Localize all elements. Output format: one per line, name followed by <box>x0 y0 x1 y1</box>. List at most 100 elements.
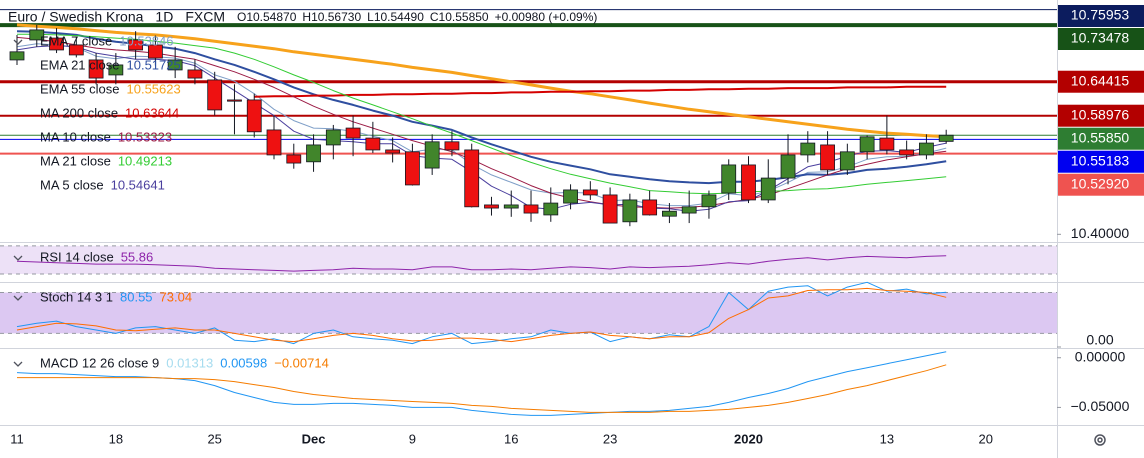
legend-value: 10.53846 <box>119 33 173 48</box>
candle-body <box>879 137 895 151</box>
candle-body <box>523 204 539 214</box>
legend-name: EMA 55 close <box>40 81 120 96</box>
legend-name: RSI 14 close <box>40 249 114 264</box>
legend-value: 10.49213 <box>118 153 172 168</box>
candle-body <box>286 154 302 164</box>
band-fill <box>0 292 1057 334</box>
legend-value: 55.86 <box>121 249 154 264</box>
indicator-line <box>16 281 947 345</box>
y-axis: 10.75953 10.73478 10.64415 10.58976 10.55850… <box>1057 5 1144 414</box>
price-label: 10.52920 <box>1071 175 1130 191</box>
candle-body <box>642 199 658 216</box>
candle-body <box>938 134 954 142</box>
price-label: 10.73478 <box>1071 30 1130 46</box>
y-tick-label: 0.00000 <box>1075 348 1126 364</box>
candle-body <box>503 204 519 209</box>
y-tick-label: 10.40000 <box>1071 225 1130 241</box>
candle-body <box>207 79 223 111</box>
legend-value: 10.51725 <box>127 57 181 72</box>
indicator-line <box>16 287 947 343</box>
price-label-box <box>1058 104 1144 127</box>
settings-icon[interactable] <box>1094 434 1106 446</box>
ohlc-label: L <box>367 10 374 24</box>
candle-body <box>820 144 835 171</box>
price-label: 10.55850 <box>1071 129 1130 145</box>
candle-body <box>306 144 321 163</box>
collapse-icon <box>13 361 23 367</box>
indicator-line <box>16 23 947 139</box>
candle-body <box>464 149 480 208</box>
candle-body <box>147 44 163 59</box>
x-tick-label: 18 <box>109 431 123 446</box>
candle-body <box>563 189 578 204</box>
legend-name: MA 5 close <box>40 177 104 192</box>
price-label: 10.75953 <box>1071 7 1130 23</box>
legend-value: 10.63644 <box>125 105 179 120</box>
pane-title: Stoch 14 3 1 <box>40 289 113 304</box>
price-label-box <box>1058 28 1144 50</box>
candle-body <box>484 204 499 209</box>
legend-name: EMA 21 close <box>40 57 120 72</box>
collapse-icon <box>13 295 23 301</box>
candle-body <box>760 177 776 201</box>
source: FXCM <box>185 9 225 25</box>
ohlc-label: O <box>237 10 246 24</box>
legend-value: −0.00714 <box>274 355 329 370</box>
candle-body <box>227 99 242 102</box>
ohlc-value: 10.56730 <box>311 10 361 24</box>
candle-body <box>444 141 460 151</box>
x-tick-label: Dec <box>302 431 326 446</box>
price-label: 10.55183 <box>1071 152 1130 168</box>
candle-body <box>128 39 144 51</box>
price-label-box <box>1058 173 1144 196</box>
legend-value: 10.55623 <box>127 81 181 96</box>
legend-value: 73.04 <box>160 289 193 304</box>
y-tick-label: 0.00 <box>1086 332 1113 348</box>
legend-name: EMA 7 close <box>40 33 112 48</box>
candle-body <box>404 151 420 186</box>
x-tick-label: 13 <box>880 431 894 446</box>
candle-body <box>839 151 855 171</box>
indicator-line <box>17 33 947 195</box>
x-tick-label: 11 <box>10 431 24 446</box>
price-label-box <box>1058 70 1144 93</box>
indicator-line <box>17 364 947 413</box>
candle-body <box>325 129 341 146</box>
candle-body <box>345 127 361 139</box>
x-tick-label: 9 <box>409 431 416 446</box>
x-tick-label: 25 <box>207 431 221 446</box>
legend-value: 10.53323 <box>118 129 172 144</box>
candle-body <box>859 136 875 153</box>
price-label-box <box>1058 5 1144 27</box>
candle-body <box>741 164 756 201</box>
indicator-line <box>254 85 947 98</box>
y-tick-label: −0.05000 <box>1071 398 1130 414</box>
indicator-line <box>16 255 947 272</box>
candle-body <box>681 206 697 214</box>
gear-center <box>1097 437 1103 443</box>
candle-body <box>543 202 559 216</box>
ohlc-value: 10.54870 <box>246 10 296 24</box>
candle-body <box>266 129 282 156</box>
legend-name: MA 200 close <box>40 105 118 120</box>
candle-body <box>622 199 638 223</box>
interval: 1D <box>155 9 173 25</box>
ohlc-value: 10.54490 <box>374 10 424 24</box>
gear-outline <box>1094 434 1106 446</box>
legend-value: 10.54641 <box>111 177 165 192</box>
candle-body <box>899 149 915 156</box>
candle-body <box>365 137 381 151</box>
candle-body <box>602 194 618 224</box>
indicator-line <box>16 36 947 209</box>
price-label-box <box>1058 150 1144 173</box>
collapse-icon <box>13 255 23 261</box>
x-tick-label: 2020 <box>734 431 763 446</box>
x-tick-label: 16 <box>504 431 518 446</box>
candle-body <box>49 37 64 51</box>
candle-body <box>701 194 717 208</box>
candle-body <box>780 154 796 179</box>
change: +0.00980 (+0.09%) <box>495 10 598 24</box>
price-label-box <box>1058 127 1144 150</box>
